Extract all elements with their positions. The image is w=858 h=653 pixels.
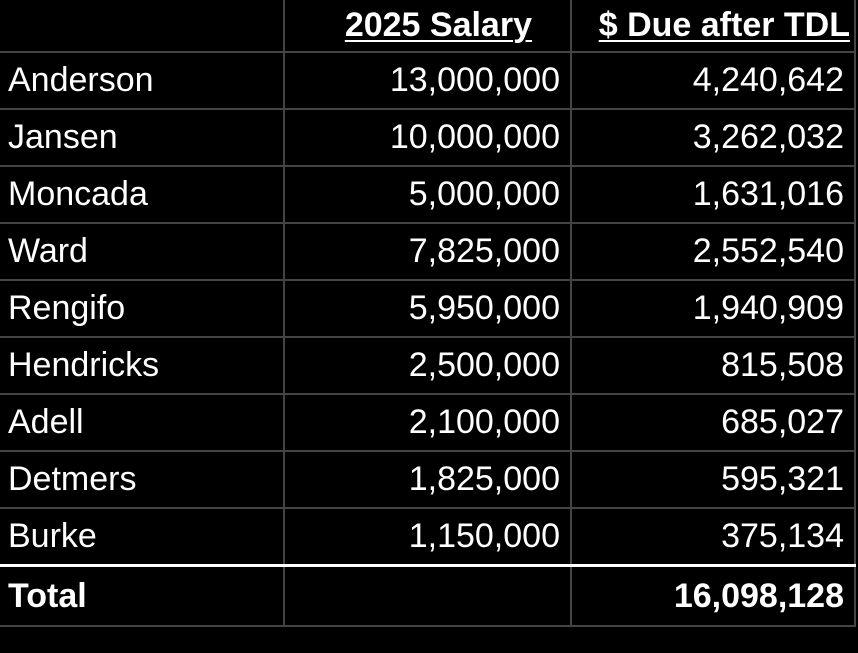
salary-table: 2025 Salary $ Due after TDL Anderson 13,… [0, 0, 857, 627]
table-row: Burke 1,150,000 375,134 [0, 507, 857, 567]
table-row: Ward 7,825,000 2,552,540 [0, 222, 857, 281]
table-row: Moncada 5,000,000 1,631,016 [0, 165, 857, 224]
header-cell-blank[interactable] [0, 0, 285, 53]
salary-cell[interactable]: 1,825,000 [282, 450, 572, 509]
header-cell-salary[interactable]: 2025 Salary [282, 0, 572, 53]
salary-cell[interactable]: 10,000,000 [282, 108, 572, 167]
table-row: Detmers 1,825,000 595,321 [0, 450, 857, 509]
due-cell[interactable]: 375,134 [569, 507, 857, 567]
due-cell[interactable]: 1,940,909 [569, 279, 857, 338]
salary-cell[interactable]: 7,825,000 [282, 222, 572, 281]
salary-cell[interactable]: 2,100,000 [282, 393, 572, 452]
due-cell[interactable]: 815,508 [569, 336, 857, 395]
salary-cell[interactable]: 2,500,000 [282, 336, 572, 395]
due-cell[interactable]: 3,262,032 [569, 108, 857, 167]
table-row: Rengifo 5,950,000 1,940,909 [0, 279, 857, 338]
header-row: 2025 Salary $ Due after TDL [0, 0, 857, 53]
table-row: Jansen 10,000,000 3,262,032 [0, 108, 857, 167]
total-due-cell[interactable]: 16,098,128 [569, 564, 857, 627]
salary-cell[interactable]: 13,000,000 [282, 51, 572, 110]
total-row: Total 16,098,128 [0, 564, 857, 627]
salary-cell[interactable]: 5,950,000 [282, 279, 572, 338]
player-name-cell[interactable]: Ward [0, 222, 285, 281]
table-row: Anderson 13,000,000 4,240,642 [0, 51, 857, 110]
due-cell[interactable]: 4,240,642 [569, 51, 857, 110]
due-cell[interactable]: 685,027 [569, 393, 857, 452]
salary-cell[interactable]: 1,150,000 [282, 507, 572, 567]
header-salary-label: 2025 Salary [344, 5, 532, 44]
player-name-cell[interactable]: Detmers [0, 450, 285, 509]
due-cell[interactable]: 595,321 [569, 450, 857, 509]
total-label-cell[interactable]: Total [0, 564, 285, 627]
player-name-cell[interactable]: Burke [0, 507, 285, 567]
header-due-label: $ Due after TDL [598, 5, 850, 44]
player-name-cell[interactable]: Rengifo [0, 279, 285, 338]
header-cell-due[interactable]: $ Due after TDL [569, 0, 857, 53]
player-name-cell[interactable]: Anderson [0, 51, 285, 110]
player-name-cell[interactable]: Moncada [0, 165, 285, 224]
due-cell[interactable]: 2,552,540 [569, 222, 857, 281]
total-salary-cell[interactable] [282, 564, 572, 627]
table-row: Adell 2,100,000 685,027 [0, 393, 857, 452]
player-name-cell[interactable]: Jansen [0, 108, 285, 167]
due-cell[interactable]: 1,631,016 [569, 165, 857, 224]
salary-cell[interactable]: 5,000,000 [282, 165, 572, 224]
table-row: Hendricks 2,500,000 815,508 [0, 336, 857, 395]
player-name-cell[interactable]: Adell [0, 393, 285, 452]
player-name-cell[interactable]: Hendricks [0, 336, 285, 395]
